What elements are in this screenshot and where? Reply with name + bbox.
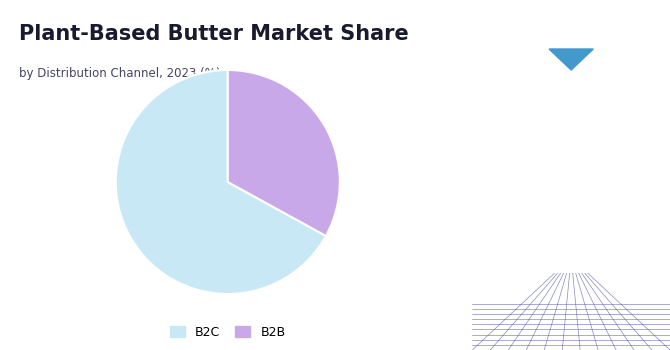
Legend: B2C, B2B: B2C, B2B: [165, 321, 291, 344]
FancyBboxPatch shape: [483, 14, 535, 49]
Text: by Distribution Channel, 2023 (%): by Distribution Channel, 2023 (%): [19, 66, 220, 79]
Text: GRAND VIEW RESEARCH: GRAND VIEW RESEARCH: [519, 74, 623, 83]
Text: Source:
www.grandviewresearch.com: Source: www.grandviewresearch.com: [488, 284, 651, 308]
Wedge shape: [116, 70, 326, 294]
FancyBboxPatch shape: [545, 14, 597, 49]
Wedge shape: [228, 70, 340, 236]
Text: Plant-Based Butter Market Share: Plant-Based Butter Market Share: [19, 25, 409, 44]
Text: Global Market Size,
2023: Global Market Size, 2023: [514, 189, 628, 220]
FancyBboxPatch shape: [599, 14, 651, 49]
Polygon shape: [549, 49, 594, 70]
Text: $2.5B: $2.5B: [522, 126, 620, 154]
